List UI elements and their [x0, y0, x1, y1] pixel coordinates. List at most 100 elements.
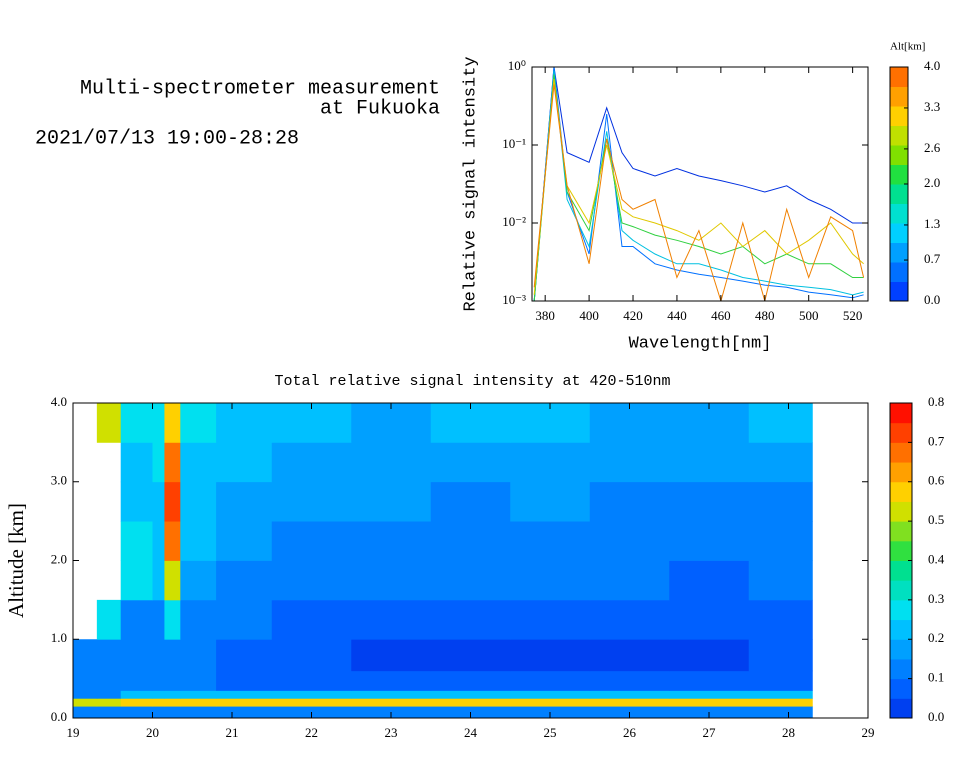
heatmap-cell [351, 690, 432, 699]
colorbar-tick-label: 1.3 [924, 216, 940, 231]
y-tick-label: 2.0 [51, 551, 67, 566]
heatmap-cell [351, 521, 432, 561]
heatmap-cell [216, 560, 273, 601]
heatmap-cell [152, 706, 165, 719]
heatmap-cell [96, 698, 122, 707]
x-axis-label: Wavelength[nm] [629, 334, 772, 353]
x-tick-label: 460 [711, 308, 731, 323]
y-tick-label: 3.0 [51, 473, 67, 488]
heatmap-cell [180, 560, 217, 601]
heatmap-cell [271, 481, 352, 522]
heatmap-cell [351, 560, 432, 601]
heatmap-cell [164, 403, 181, 443]
colorbar-swatch [890, 242, 908, 263]
heatmap-cell [748, 442, 813, 483]
y-tick-label: 0.0 [51, 709, 67, 724]
heatmap-cell [216, 639, 273, 672]
heatmap-cell [271, 599, 352, 640]
colorbar-tick-label: 3.3 [924, 99, 940, 114]
colorbar-tick-label: 4.0 [924, 58, 940, 73]
chart-title: Total relative signal intensity at 420-5… [274, 373, 670, 390]
series-line [533, 67, 864, 301]
heatmap-cell [216, 690, 273, 699]
heatmap-cell [164, 670, 181, 691]
heatmap-cell [589, 442, 670, 483]
colorbar-swatch [890, 442, 912, 463]
heatmap-cell [748, 403, 813, 443]
colorbar-swatch [890, 223, 908, 243]
y-axis-label: Relative signal intensity [461, 56, 480, 311]
colorbar-swatch [890, 599, 912, 621]
colorbar-swatch [890, 262, 908, 282]
heatmap-cell [216, 442, 273, 483]
colorbar-swatch [890, 106, 908, 126]
x-tick-label: 20 [146, 725, 159, 740]
heatmap-cell [748, 521, 813, 561]
x-tick-label: 25 [544, 725, 557, 740]
heatmap-cell [216, 698, 273, 707]
colorbar-swatch [890, 639, 912, 660]
heatmap-cell [351, 639, 432, 672]
x-tick-label: 440 [667, 308, 687, 323]
heatmap-cell [216, 481, 273, 522]
colorbar-swatch [890, 145, 908, 165]
heatmap-cell [271, 442, 352, 483]
y-tick-label: 10⁻¹ [502, 136, 526, 151]
heatmap-cell [430, 403, 511, 443]
heatmap-cell [120, 698, 153, 707]
heatmap-cell [589, 403, 670, 443]
heatmap-cell [748, 690, 813, 699]
heatmap-cell [589, 560, 670, 601]
heatmap-cell [180, 521, 217, 561]
heatmap-cell [152, 403, 165, 443]
heatmap-cell [510, 521, 591, 561]
colorbar-swatch [890, 678, 912, 699]
heatmap-cell [164, 706, 181, 719]
heatmap-cell [164, 698, 181, 707]
colorbar-swatch [890, 403, 912, 424]
series-line [533, 84, 865, 301]
heatmap-cell [73, 706, 98, 719]
heatmap-cell [164, 599, 181, 640]
x-tick-label: 380 [535, 308, 555, 323]
heatmap-cell [152, 521, 165, 561]
heatmap-cell [96, 639, 122, 672]
heatmap-cell [180, 442, 217, 483]
series-line [533, 79, 864, 295]
heatmap-cell [351, 481, 432, 522]
heatmap-cell [180, 690, 217, 699]
heatmap-cell [120, 599, 153, 640]
y-axis-label: Altitude [km] [4, 503, 28, 618]
y-tick-label: 10⁻² [502, 214, 526, 229]
heatmap-cell [351, 442, 432, 483]
heatmap-cell [510, 670, 591, 691]
heatmap-cell [589, 521, 670, 561]
heatmap-cell [589, 481, 670, 522]
heatmap-cell [430, 698, 511, 707]
heatmap-cell [510, 403, 591, 443]
colorbar-swatch [890, 422, 912, 443]
heatmap-cell [164, 521, 181, 561]
heatmap-cell [589, 670, 670, 691]
series-line [533, 67, 864, 301]
heatmap-cell [120, 706, 153, 719]
heatmap-cell [669, 560, 750, 601]
colorbar-swatch [890, 281, 908, 302]
heatmap-cell [152, 481, 165, 522]
x-tick-label: 26 [623, 725, 637, 740]
colorbar-tick-label: 0.7 [924, 251, 941, 266]
heatmap-cell [510, 690, 591, 699]
heatmap-cell [271, 690, 352, 699]
heatmap-cell [510, 442, 591, 483]
heatmap-cell [152, 599, 165, 640]
colorbar-swatch [890, 521, 912, 542]
colorbar-swatch [890, 560, 912, 581]
heatmap-cell [120, 639, 153, 672]
heatmap-cell [164, 690, 181, 699]
x-tick-label: 28 [782, 725, 795, 740]
x-tick-label: 19 [67, 725, 80, 740]
colorbar-tick-label: 2.6 [924, 140, 941, 155]
heatmap-cell [430, 442, 511, 483]
